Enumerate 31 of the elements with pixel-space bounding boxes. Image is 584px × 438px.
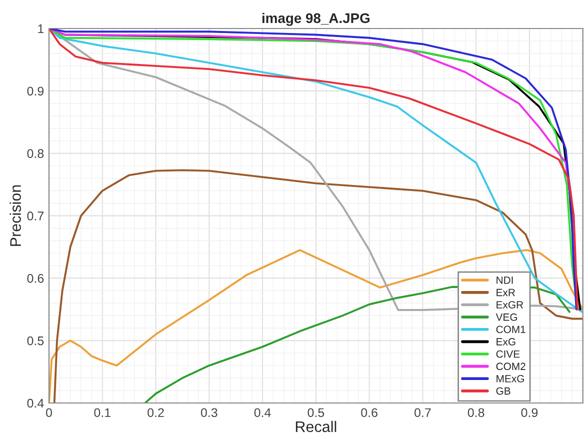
x-tick-label: 0.8 (468, 408, 484, 418)
y-tick-label: 0.5 (27, 336, 44, 346)
legend-label: COM2 (496, 362, 526, 370)
y-axis-title: Precision (10, 185, 21, 246)
legend-label: MExG (496, 375, 524, 382)
x-axis-title: Recall (296, 420, 336, 432)
legend-label: CIVE (496, 350, 520, 358)
legend-label: VEG (496, 313, 517, 321)
line-series (53, 169, 583, 403)
y-tick-label: 0.9 (27, 86, 44, 96)
x-tick-label: 0.4 (254, 408, 271, 418)
legend-label: ExGR (496, 301, 524, 308)
x-tick-label: 0.9 (521, 408, 538, 418)
x-tick-label: 0.6 (361, 408, 378, 418)
legend-label: COM1 (496, 326, 526, 334)
legend-label: GB (496, 387, 510, 395)
chart-title: image 98_A.JPG (262, 12, 370, 26)
y-tick-label: 0.4 (27, 398, 44, 408)
y-tick-label: 1 (38, 24, 44, 34)
x-tick-label: 0.3 (200, 408, 218, 418)
x-tick-label: 0.2 (148, 408, 164, 418)
y-tick-label: 0.6 (27, 274, 44, 283)
legend-label: NDI (496, 276, 513, 284)
x-tick-label: 0.1 (94, 408, 110, 418)
y-tick-label: 0.8 (27, 149, 44, 158)
y-tick-label: 0.7 (27, 212, 44, 220)
x-tick-label: 0.5 (308, 408, 324, 418)
legend-label: ExG (496, 338, 516, 346)
x-tick-label: 0.7 (414, 408, 431, 418)
x-tick-label: 0 (46, 408, 52, 418)
legend-label: ExR (496, 288, 515, 296)
